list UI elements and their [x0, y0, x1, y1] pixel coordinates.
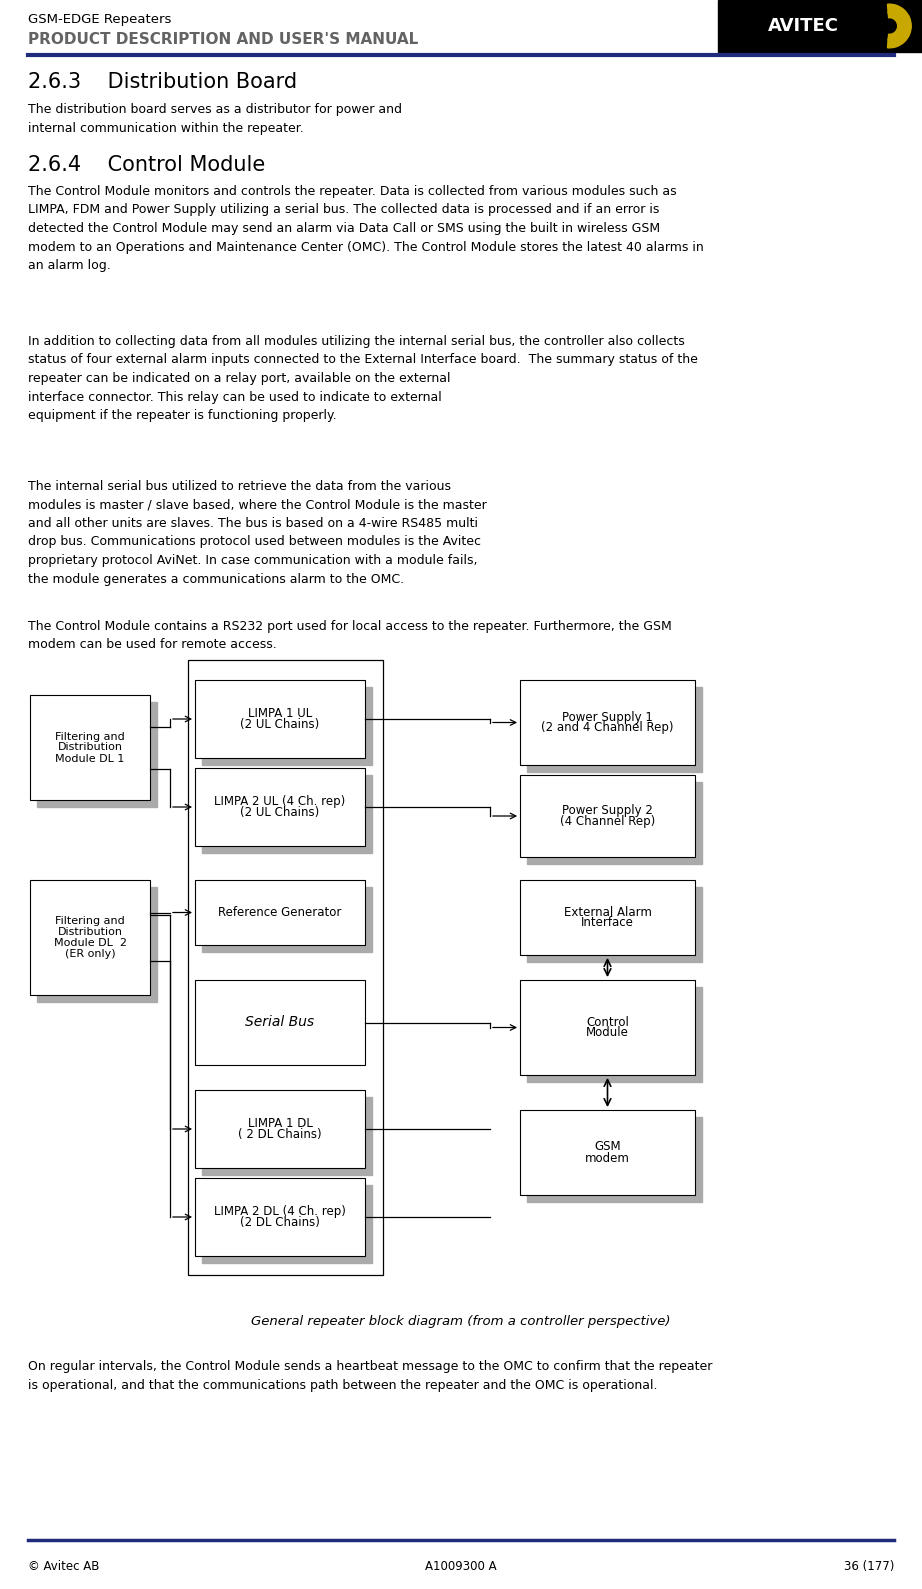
- Bar: [527, 987, 702, 1082]
- Bar: [527, 1117, 702, 1201]
- Text: 2.6.4    Control Module: 2.6.4 Control Module: [28, 156, 266, 175]
- Bar: [30, 694, 150, 799]
- Bar: [202, 1185, 372, 1263]
- Bar: [202, 775, 372, 853]
- Text: LIMPA 1 DL: LIMPA 1 DL: [248, 1117, 313, 1130]
- Text: General repeater block diagram (from a controller perspective): General repeater block diagram (from a c…: [252, 1316, 670, 1328]
- Bar: [195, 1177, 365, 1255]
- Text: A1009300 A: A1009300 A: [425, 1560, 497, 1573]
- Text: Distribution: Distribution: [57, 926, 123, 938]
- Text: 2.6.3    Distribution Board: 2.6.3 Distribution Board: [28, 72, 297, 92]
- Bar: [202, 887, 372, 952]
- Bar: [188, 659, 383, 1274]
- Text: LIMPA 2 DL (4 Ch. rep): LIMPA 2 DL (4 Ch. rep): [214, 1204, 346, 1219]
- Text: Module DL  2: Module DL 2: [53, 938, 126, 949]
- Bar: [195, 980, 365, 1065]
- Bar: [527, 782, 702, 864]
- Text: On regular intervals, the Control Module sends a heartbeat message to the OMC to: On regular intervals, the Control Module…: [28, 1360, 713, 1392]
- Text: Reference Generator: Reference Generator: [219, 906, 342, 918]
- Bar: [202, 686, 372, 764]
- Text: modem: modem: [585, 1152, 630, 1165]
- Text: Serial Bus: Serial Bus: [245, 1015, 314, 1030]
- Text: Interface: Interface: [581, 917, 634, 930]
- Text: LIMPA 2 UL (4 Ch. rep): LIMPA 2 UL (4 Ch. rep): [215, 794, 346, 807]
- Text: (ER only): (ER only): [65, 949, 115, 960]
- Bar: [30, 880, 150, 995]
- Bar: [520, 880, 695, 955]
- Text: 36 (177): 36 (177): [844, 1560, 894, 1573]
- Text: (2 and 4 Channel Rep): (2 and 4 Channel Rep): [541, 721, 674, 734]
- Text: The internal serial bus utilized to retrieve the data from the various
modules i: The internal serial bus utilized to retr…: [28, 480, 487, 585]
- Text: © Avitec AB: © Avitec AB: [28, 1560, 100, 1573]
- Text: Control: Control: [586, 1015, 629, 1028]
- Text: Module DL 1: Module DL 1: [55, 753, 124, 763]
- Text: (2 DL Chains): (2 DL Chains): [240, 1216, 320, 1228]
- Text: The distribution board serves as a distributor for power and
internal communicat: The distribution board serves as a distr…: [28, 103, 402, 135]
- Text: Distribution: Distribution: [57, 742, 123, 753]
- Text: Filtering and: Filtering and: [55, 915, 124, 926]
- Text: ( 2 DL Chains): ( 2 DL Chains): [238, 1128, 322, 1141]
- Bar: [520, 680, 695, 764]
- Bar: [718, 0, 922, 52]
- Bar: [202, 1096, 372, 1174]
- Text: Power Supply 1: Power Supply 1: [562, 710, 653, 723]
- Text: AVITEC: AVITEC: [768, 17, 839, 35]
- Text: (4 Channel Rep): (4 Channel Rep): [560, 815, 656, 828]
- Bar: [527, 887, 702, 961]
- Bar: [520, 980, 695, 1076]
- Wedge shape: [888, 11, 904, 41]
- Text: (2 UL Chains): (2 UL Chains): [241, 806, 320, 818]
- Text: GSM: GSM: [594, 1141, 621, 1154]
- Bar: [37, 702, 157, 807]
- Bar: [520, 1111, 695, 1195]
- Text: External Alarm: External Alarm: [563, 906, 652, 918]
- Wedge shape: [888, 5, 911, 48]
- Text: Module: Module: [586, 1026, 629, 1039]
- Bar: [195, 680, 365, 758]
- Bar: [195, 767, 365, 845]
- Text: LIMPA 1 UL: LIMPA 1 UL: [248, 707, 313, 720]
- Text: (2 UL Chains): (2 UL Chains): [241, 718, 320, 731]
- Text: The Control Module monitors and controls the repeater. Data is collected from va: The Control Module monitors and controls…: [28, 184, 703, 272]
- Text: The Control Module contains a RS232 port used for local access to the repeater. : The Control Module contains a RS232 port…: [28, 620, 672, 651]
- Bar: [195, 880, 365, 945]
- Bar: [520, 775, 695, 856]
- Text: Filtering and: Filtering and: [55, 731, 124, 742]
- Text: PRODUCT DESCRIPTION AND USER'S MANUAL: PRODUCT DESCRIPTION AND USER'S MANUAL: [28, 32, 419, 48]
- Text: Power Supply 2: Power Supply 2: [562, 804, 653, 817]
- Bar: [37, 887, 157, 1003]
- Bar: [195, 1090, 365, 1168]
- Text: In addition to collecting data from all modules utilizing the internal serial bu: In addition to collecting data from all …: [28, 335, 698, 423]
- Bar: [527, 686, 702, 772]
- Text: GSM-EDGE Repeaters: GSM-EDGE Repeaters: [28, 13, 171, 27]
